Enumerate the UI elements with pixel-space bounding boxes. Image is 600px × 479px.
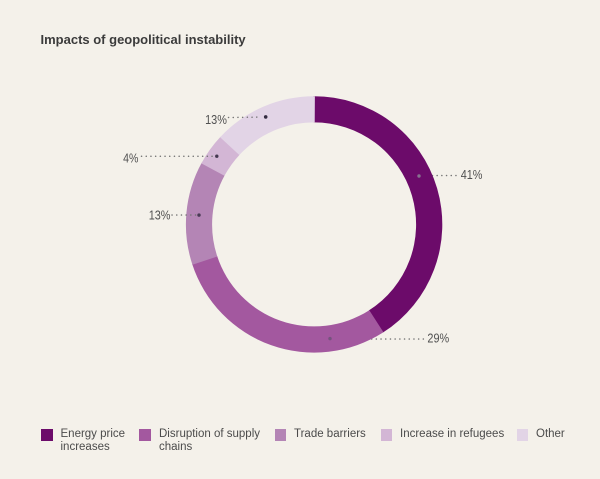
- svg-text:13%: 13%: [149, 207, 171, 222]
- svg-text:13%: 13%: [205, 112, 227, 127]
- svg-text:29%: 29%: [427, 331, 449, 346]
- svg-text:41%: 41%: [461, 167, 483, 182]
- svg-text:4%: 4%: [123, 150, 139, 165]
